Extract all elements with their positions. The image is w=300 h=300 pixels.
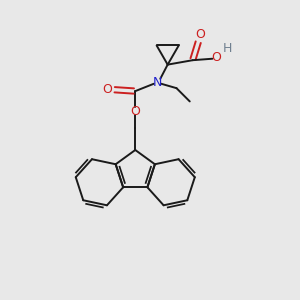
Text: O: O (130, 105, 140, 118)
Text: O: O (211, 51, 221, 64)
Text: N: N (153, 76, 162, 89)
Text: O: O (102, 83, 112, 96)
Text: O: O (195, 28, 205, 41)
Text: H: H (223, 42, 232, 55)
